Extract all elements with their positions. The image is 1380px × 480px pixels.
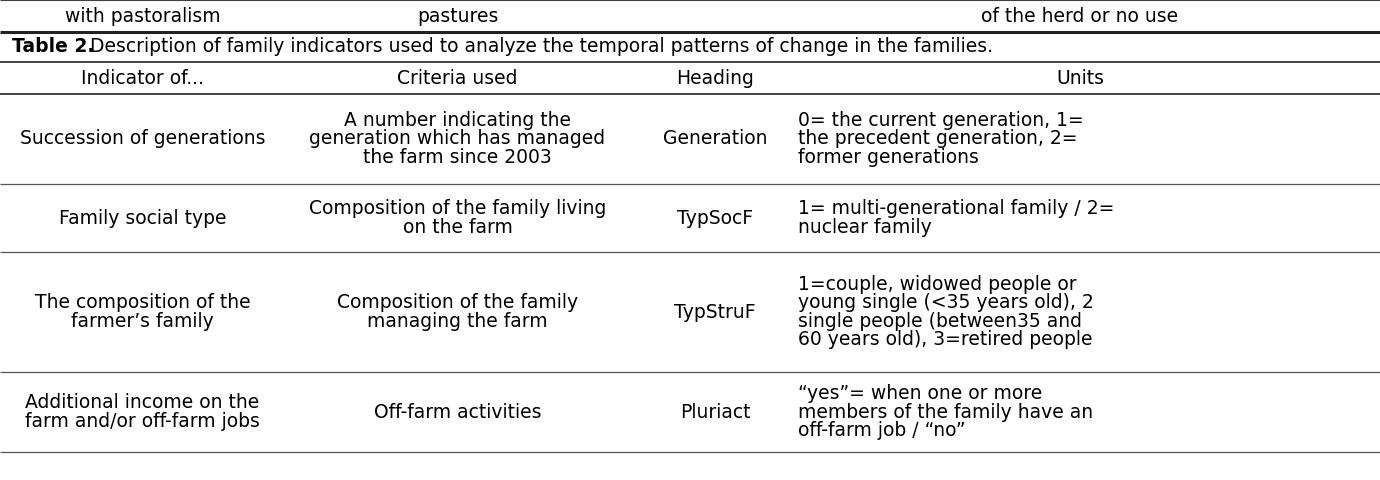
Text: The composition of the: The composition of the xyxy=(34,293,250,312)
Text: nuclear family: nuclear family xyxy=(798,218,932,237)
Text: 60 years old), 3=retired people: 60 years old), 3=retired people xyxy=(798,330,1093,349)
Text: 0= the current generation, 1=: 0= the current generation, 1= xyxy=(798,111,1083,130)
Text: Family social type: Family social type xyxy=(59,208,226,228)
Text: former generations: former generations xyxy=(798,148,978,167)
Text: single people (between35 and: single people (between35 and xyxy=(798,312,1082,331)
Text: 1= multi-generational family / 2=: 1= multi-generational family / 2= xyxy=(798,199,1115,218)
Text: Composition of the family: Composition of the family xyxy=(337,293,578,312)
Text: managing the farm: managing the farm xyxy=(367,312,548,331)
Text: Off-farm activities: Off-farm activities xyxy=(374,403,541,421)
Text: Heading: Heading xyxy=(676,69,753,87)
Text: members of the family have an: members of the family have an xyxy=(798,403,1093,421)
Text: generation which has managed: generation which has managed xyxy=(309,130,606,148)
Text: 1=couple, widowed people or: 1=couple, widowed people or xyxy=(798,275,1076,294)
Text: Indicator of...: Indicator of... xyxy=(81,69,204,87)
Text: pastures: pastures xyxy=(417,7,498,25)
Text: farmer’s family: farmer’s family xyxy=(72,312,214,331)
Text: Pluriact: Pluriact xyxy=(680,403,751,421)
Text: the farm since 2003: the farm since 2003 xyxy=(363,148,552,167)
Text: Additional income on the: Additional income on the xyxy=(25,393,259,412)
Text: off-farm job / “no”: off-farm job / “no” xyxy=(798,421,966,440)
Text: A number indicating the: A number indicating the xyxy=(344,111,571,130)
Text: Description of family indicators used to analyze the temporal patterns of change: Description of family indicators used to… xyxy=(84,37,994,57)
Text: on the farm: on the farm xyxy=(403,218,512,237)
Text: “yes”= when one or more: “yes”= when one or more xyxy=(798,384,1042,403)
Text: TypStruF: TypStruF xyxy=(675,302,756,322)
Text: TypSocF: TypSocF xyxy=(678,208,753,228)
Text: Table 2.: Table 2. xyxy=(12,37,94,57)
Text: Units: Units xyxy=(1056,69,1104,87)
Text: with pastoralism: with pastoralism xyxy=(65,7,221,25)
Text: of the herd or no use: of the herd or no use xyxy=(981,7,1179,25)
Text: Criteria used: Criteria used xyxy=(397,69,518,87)
Text: the precedent generation, 2=: the precedent generation, 2= xyxy=(798,130,1078,148)
Text: Generation: Generation xyxy=(662,130,767,148)
Text: Succession of generations: Succession of generations xyxy=(19,130,265,148)
Text: young single (<35 years old), 2: young single (<35 years old), 2 xyxy=(798,293,1094,312)
Text: Composition of the family living: Composition of the family living xyxy=(309,199,606,218)
Text: farm and/or off-farm jobs: farm and/or off-farm jobs xyxy=(25,412,259,431)
